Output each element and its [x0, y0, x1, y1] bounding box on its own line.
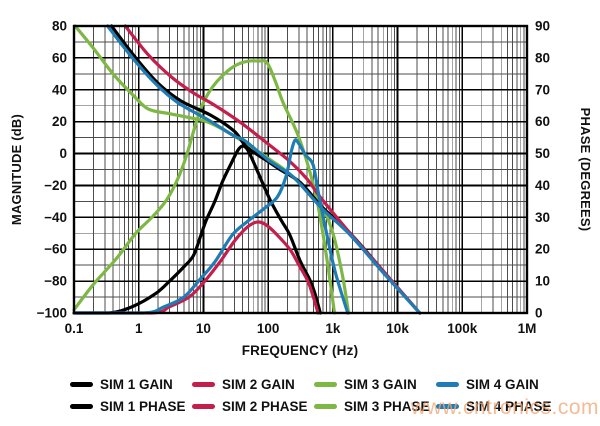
curve-sim-4-gain — [72, 138, 350, 315]
y-right-tick-label: 40 — [535, 178, 550, 193]
legend-label: SIM 4 PHASE — [466, 398, 552, 414]
x-tick-label: 1 — [135, 321, 143, 336]
y-left-tick-label: −20 — [44, 178, 67, 193]
legend-item-sim-1-phase: SIM 1 PHASE — [70, 398, 192, 414]
legend-dash-icon — [436, 381, 459, 387]
y-right-tick-label: 60 — [535, 114, 550, 129]
frequency-axis-title: FREQUENCY (Hz) — [241, 343, 359, 358]
x-tick-label: 100k — [447, 321, 478, 336]
curve-sim-2-gain — [72, 220, 320, 315]
y-right-tick-label: 0 — [535, 306, 543, 321]
y-left-tick-label: 0 — [59, 146, 67, 161]
plot-border — [72, 24, 529, 315]
y-right-tick-label: 90 — [535, 19, 550, 34]
legend-label: SIM 3 PHASE — [344, 398, 430, 414]
y-left-tick-label: 20 — [52, 114, 67, 129]
legend-dash-icon — [314, 381, 337, 387]
legend: SIM 1 GAIN SIM 2 GAIN SIM 3 GAIN SIM 4 GAIN… — [70, 376, 558, 414]
x-tick-label: 10 — [196, 321, 211, 336]
watermark: www.cntronics.com — [410, 396, 599, 419]
x-tick-label: 1k — [325, 321, 341, 336]
legend-item-sim-4-phase: SIM 4 PHASE — [436, 398, 558, 414]
y-left-tick-label: −40 — [44, 210, 67, 225]
legend-label: SIM 3 GAIN — [344, 376, 417, 392]
magnitude-axis-title: MAGNITUDE (dB) — [9, 113, 24, 226]
legend-label: SIM 1 PHASE — [100, 398, 186, 414]
legend-dash-icon — [70, 403, 93, 409]
x-tick-label: 0.1 — [65, 321, 84, 336]
y-right-tick-label: 70 — [535, 82, 550, 97]
legend-dash-icon — [70, 381, 93, 387]
x-tick-label: 10k — [386, 321, 409, 336]
y-left-tick-label: −60 — [44, 242, 67, 257]
y-left-tick-label: 80 — [52, 19, 67, 34]
y-right-tick-label: 80 — [535, 50, 550, 65]
legend-item-sim-3-gain: SIM 3 GAIN — [314, 376, 436, 392]
y-right-tick-label: 10 — [535, 274, 550, 289]
y-right-tick-label: 50 — [535, 146, 550, 161]
y-left-tick-label: −80 — [44, 274, 67, 289]
legend-label: SIM 2 GAIN — [222, 376, 295, 392]
legend-item-sim-4-gain: SIM 4 GAIN — [436, 376, 558, 392]
legend-dash-icon — [192, 381, 215, 387]
y-right-tick-label: 20 — [535, 242, 550, 257]
legend-dash-icon — [192, 403, 215, 409]
legend-label: SIM 2 PHASE — [222, 398, 308, 414]
legend-label: SIM 4 GAIN — [466, 376, 539, 392]
x-tick-label: 1M — [518, 321, 537, 336]
bode-chart: 0.1 1 10 100 1k 10k 100k 1M806040200−20−40−60−8… — [37, 19, 550, 337]
phase-axis-title: PHASE (DEGREES) — [578, 107, 593, 232]
legend-dash-icon — [436, 403, 459, 409]
legend-item-sim-2-phase: SIM 2 PHASE — [192, 398, 314, 414]
y-left-tick-label: 60 — [52, 50, 67, 65]
y-right-tick-label: 30 — [535, 210, 550, 225]
y-left-tick-label: 40 — [52, 82, 67, 97]
y-left-tick-label: −100 — [37, 306, 67, 321]
legend-item-sim-3-phase: SIM 3 PHASE — [314, 398, 436, 414]
curve-sim-1-gain — [72, 144, 322, 315]
x-tick-label: 100 — [257, 321, 280, 336]
curve-sim-4-phase — [105, 24, 422, 315]
legend-item-sim-1-gain: SIM 1 GAIN — [70, 376, 192, 392]
legend-label: SIM 1 GAIN — [100, 376, 173, 392]
legend-item-sim-2-gain: SIM 2 GAIN — [192, 376, 314, 392]
legend-dash-icon — [314, 403, 337, 409]
